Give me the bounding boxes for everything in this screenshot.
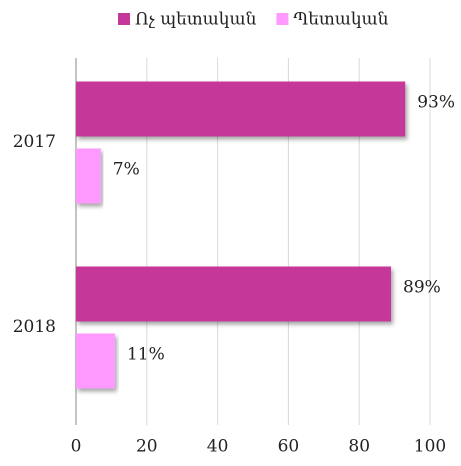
bar	[76, 81, 406, 137]
legend-swatch	[118, 13, 130, 25]
x-tick-label: 0	[71, 437, 82, 457]
value-label: 89%	[403, 278, 441, 298]
legend-label: Ոչ պետական	[135, 10, 257, 30]
x-tick-label: 60	[278, 437, 300, 457]
bar	[76, 266, 392, 322]
y-tick-label: 2018	[13, 317, 56, 337]
y-tick-label: 2017	[13, 132, 56, 152]
x-tick-label: 20	[136, 437, 158, 457]
value-label: 7%	[113, 160, 140, 180]
legend-swatch	[276, 13, 289, 25]
legend-label: Պետական	[293, 10, 388, 30]
value-label: 93%	[417, 93, 455, 113]
bar	[76, 148, 101, 204]
x-tick-label: 100	[414, 437, 446, 457]
x-tick-label: 80	[348, 437, 370, 457]
bar	[76, 333, 115, 389]
value-label: 11%	[127, 345, 165, 365]
x-tick-label: 40	[207, 437, 229, 457]
